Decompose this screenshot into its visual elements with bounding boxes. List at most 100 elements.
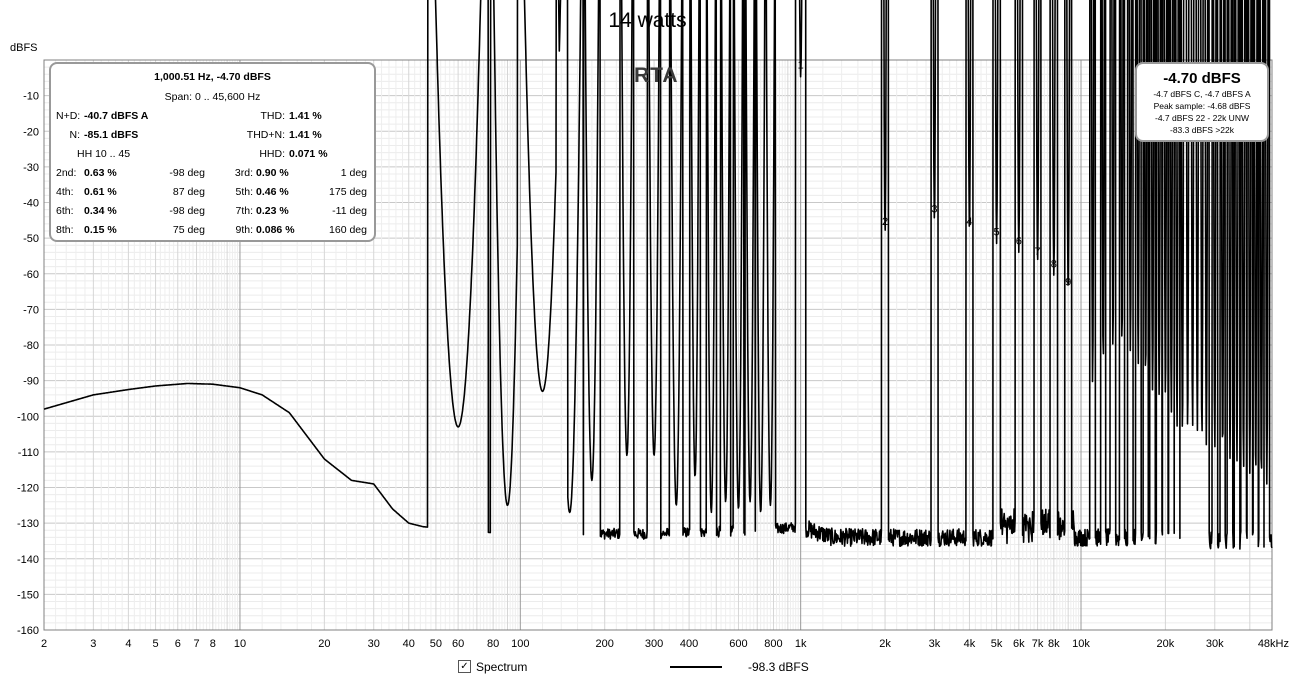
level-line-1: -4.7 dBFS C, -4.7 dBFS A <box>1153 89 1251 99</box>
x-tick-label: 7 <box>193 638 199 650</box>
n-label: N: <box>69 129 81 141</box>
y-tick-label: -90 <box>23 376 39 388</box>
level-line-3: -4.7 dBFS 22 - 22k UNW <box>1154 113 1249 123</box>
h8-value: 0.15 % <box>84 224 117 236</box>
h8-label: 8th: <box>56 224 74 236</box>
y-tick-label: -50 <box>23 233 39 245</box>
y-tick-label: -40 <box>23 198 39 210</box>
harmonic-marker-8: 8 <box>1051 259 1057 271</box>
h7-phase: -11 deg <box>332 205 367 217</box>
h8-phase: 75 deg <box>172 224 205 236</box>
x-tick-label: 2 <box>41 638 47 650</box>
h9-phase: 160 deg <box>329 224 367 236</box>
harmonic-marker-5: 5 <box>994 226 1000 238</box>
h5-label: 5th: <box>235 186 253 198</box>
x-tick-label: 800 <box>764 638 782 650</box>
info-span: Span: 0 .. 45,600 Hz <box>164 91 261 103</box>
y-tick-label: -30 <box>23 162 39 174</box>
h9-value: 0.086 % <box>256 224 295 236</box>
level-line-4: -83.3 dBFS >22k <box>1169 125 1235 135</box>
spectrum-checkbox[interactable]: ✓ <box>458 660 471 673</box>
y-tick-label: -150 <box>17 589 39 601</box>
x-tick-label: 8 <box>210 638 216 650</box>
harmonic-markers: 1 2 3 4 5 6 789 <box>798 60 1072 289</box>
x-tick-label: 7k <box>1032 638 1044 650</box>
legend-series-value: -98.3 dBFS <box>748 660 809 674</box>
harmonic-marker-7: 7 <box>1035 246 1041 258</box>
h2-label: 2nd: <box>56 167 77 179</box>
thdn-label: THD+N: <box>246 129 285 141</box>
x-tick-label: 4k <box>964 638 976 650</box>
level-main-value: -4.70 dBFS <box>1163 70 1241 87</box>
hhd-value: 0.071 % <box>289 148 328 160</box>
spectrum-series-line <box>43 0 1273 550</box>
x-tick-label: 10 <box>234 638 246 650</box>
thd-value: 1.41 % <box>289 110 322 122</box>
x-tick-label: 100 <box>511 638 529 650</box>
info-header: 1,000.51 Hz, -4.70 dBFS <box>154 71 271 83</box>
hhd-label: HHD: <box>259 148 285 160</box>
x-tick-label: 300 <box>645 638 663 650</box>
x-tick-label: 80 <box>487 638 499 650</box>
x-tick-label: 20 <box>318 638 330 650</box>
h7-label: 7th: <box>235 205 253 217</box>
x-tick-label: 30k <box>1206 638 1224 650</box>
h5-value: 0.46 % <box>256 186 289 198</box>
h2-value: 0.63 % <box>84 167 117 179</box>
y-tick-label: -130 <box>17 518 39 530</box>
nd-value: -40.7 dBFS A <box>84 110 149 122</box>
h9-label: 9th: <box>235 224 253 236</box>
legend-line-swatch <box>670 666 722 668</box>
x-tick-label: 6 <box>175 638 181 650</box>
x-tick-label: 20k <box>1157 638 1175 650</box>
thd-label: THD: <box>260 110 286 122</box>
y-tick-label: -80 <box>23 340 39 352</box>
h6-value: 0.34 % <box>84 205 117 217</box>
x-tick-label: 2k <box>879 638 891 650</box>
x-tick-label: 5 <box>153 638 159 650</box>
harmonic-marker-1: 1 <box>798 60 804 72</box>
y-tick-label: -110 <box>18 447 39 459</box>
level-line-2: Peak sample: -4.68 dBFS <box>1153 101 1251 111</box>
y-tick-label: -10 <box>23 91 39 103</box>
y-axis-label: dBFS <box>10 42 38 54</box>
x-tick-label: 50 <box>430 638 442 650</box>
harmonic-marker-9: 9 <box>1065 276 1071 288</box>
y-tick-label: -140 <box>17 554 39 566</box>
harmonic-marker-2: 2 <box>882 216 888 228</box>
y-tick-label: -60 <box>23 269 39 281</box>
y-tick-label: -70 <box>23 304 39 316</box>
harmonic-marker-3: 3 <box>931 203 937 215</box>
x-tick-label: 30 <box>368 638 380 650</box>
x-tick-label: 10k <box>1072 638 1090 650</box>
info-panel[interactable]: 1,000.51 Hz, -4.70 dBFS Span: 0 .. 45,60… <box>49 62 376 242</box>
nd-label: N+D: <box>56 110 81 122</box>
y-tick-label: -20 <box>23 126 39 138</box>
x-tick-label: 40 <box>403 638 415 650</box>
x-tick-label: 600 <box>729 638 747 650</box>
h5-phase: 175 deg <box>329 186 367 198</box>
harmonic-marker-4: 4 <box>966 216 972 228</box>
h4-label: 4th: <box>56 186 74 198</box>
plot-frame <box>43 59 1273 631</box>
h2-phase: -98 deg <box>169 167 205 179</box>
x-tick-label: 5k <box>991 638 1003 650</box>
h4-phase: 87 deg <box>172 186 205 198</box>
x-tick-label: 4 <box>125 638 131 650</box>
x-tick-label: 8k <box>1048 638 1060 650</box>
harmonic-marker-6: 6 <box>1016 235 1022 247</box>
y-tick-label: -120 <box>17 483 39 495</box>
h4-value: 0.61 % <box>84 186 117 198</box>
h6-phase: -98 deg <box>169 205 205 217</box>
x-tick-label: 3 <box>90 638 96 650</box>
h3-phase: 1 deg <box>340 167 367 179</box>
x-tick-label: 1k <box>795 638 807 650</box>
x-tick-label: 6k <box>1013 638 1025 650</box>
x-tick-label: 400 <box>680 638 698 650</box>
h3-value: 0.90 % <box>256 167 289 179</box>
y-tick-label: -160 <box>17 625 39 637</box>
h3-label: 3rd: <box>234 167 253 179</box>
legend-series-label[interactable]: Spectrum <box>476 660 528 674</box>
level-panel[interactable]: -4.70 dBFS -4.7 dBFS C, -4.7 dBFS A Peak… <box>1135 62 1269 142</box>
y-tick-label: -100 <box>17 411 39 423</box>
